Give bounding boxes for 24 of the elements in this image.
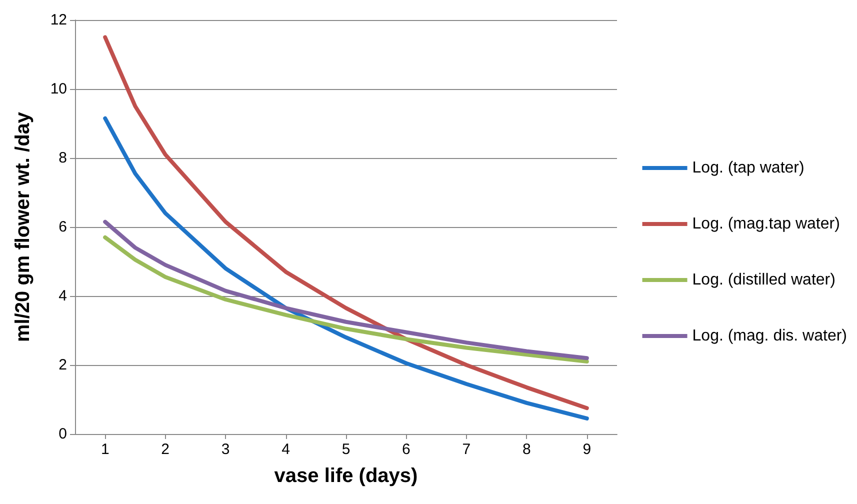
x-tick-label: 8: [522, 441, 531, 458]
legend-label: Log. (tap water): [692, 160, 804, 176]
y-tick-label: 12: [50, 12, 67, 28]
legend-label: Log. (mag. dis. water): [692, 328, 848, 344]
x-tick-label: 1: [100, 441, 110, 458]
y-tick-label: 0: [58, 426, 67, 442]
y-axis-title: ml/20 gm flower wt. /day: [12, 111, 34, 342]
y-tick-label: 2: [58, 356, 67, 374]
x-tick-label: 3: [221, 441, 230, 458]
x-tick-label: 5: [342, 441, 350, 458]
legend-label: Log. (mag.tap water): [692, 216, 840, 232]
y-tick-label: 8: [58, 150, 67, 166]
line-series: [103, 35, 589, 410]
line-series: [103, 116, 589, 420]
y-tick-label: 4: [58, 288, 67, 304]
y-tick-label: 6: [58, 218, 67, 236]
x-axis-title: vase life (days): [274, 465, 418, 487]
x-tick-label: 4: [282, 441, 290, 458]
x-tick-label: 6: [402, 441, 410, 458]
x-tick-label: 2: [161, 441, 170, 458]
x-tick-label: 7: [462, 441, 471, 458]
x-tick-label: 9: [582, 441, 592, 458]
legend-label: Log. (distilled water): [692, 272, 836, 288]
y-tick-label: 10: [50, 80, 67, 98]
